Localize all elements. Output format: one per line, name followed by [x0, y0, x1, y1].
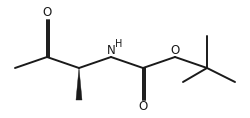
Text: O: O: [170, 44, 179, 57]
Polygon shape: [76, 68, 82, 100]
Text: O: O: [138, 101, 147, 114]
Text: H: H: [115, 39, 123, 49]
Text: O: O: [42, 6, 52, 19]
Text: N: N: [106, 44, 116, 57]
